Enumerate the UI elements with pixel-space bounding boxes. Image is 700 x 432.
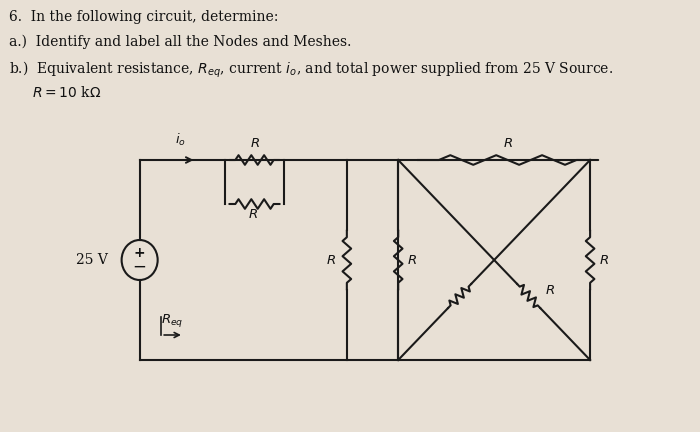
Text: +: + <box>134 246 146 260</box>
Text: b.)  Equivalent resistance, $R_{eq}$, current $i_o$, and total power supplied fr: b.) Equivalent resistance, $R_{eq}$, cur… <box>9 60 613 80</box>
Text: $R$: $R$ <box>545 285 555 298</box>
Text: a.)  Identify and label all the Nodes and Meshes.: a.) Identify and label all the Nodes and… <box>9 35 351 49</box>
Text: $R$: $R$ <box>248 208 258 221</box>
Text: $i_o$: $i_o$ <box>175 132 186 148</box>
Text: $R$: $R$ <box>249 137 260 150</box>
Text: 25 V: 25 V <box>76 253 108 267</box>
Text: $R$: $R$ <box>503 137 512 150</box>
Text: −: − <box>133 258 146 276</box>
Text: $R$: $R$ <box>599 254 609 267</box>
Text: $R$: $R$ <box>407 254 417 267</box>
Text: 6.  In the following circuit, determine:: 6. In the following circuit, determine: <box>9 10 279 24</box>
Text: $R_{eq}$: $R_{eq}$ <box>161 312 183 329</box>
Text: $R = 10$ k$\Omega$: $R = 10$ k$\Omega$ <box>32 85 102 100</box>
Text: $R$: $R$ <box>326 254 336 267</box>
